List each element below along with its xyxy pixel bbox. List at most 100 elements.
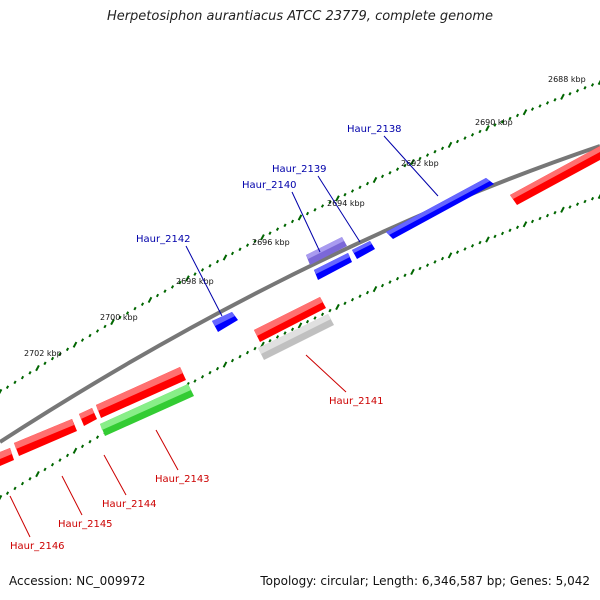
outer-tick-25 [185, 275, 190, 282]
outer-tick-57 [425, 153, 430, 157]
scale-label-2702: 2702 kbp [24, 349, 62, 358]
gene-haur-2136[interactable] [510, 146, 600, 205]
gene-haur-2143[interactable] [100, 384, 194, 436]
inner-tick-41 [305, 319, 310, 324]
label-haur-2144[interactable]: Haur_2144 [102, 499, 157, 510]
leader-haur-2140 [291, 191, 321, 253]
inner-tick-78 [583, 199, 587, 204]
outer-tick-50 [372, 176, 378, 184]
inner-tick-10 [72, 447, 78, 454]
gene-haur-2141-red[interactable] [254, 297, 326, 342]
outer-tick-65 [485, 125, 490, 132]
outer-tick-20 [147, 296, 153, 304]
label-haur-2142[interactable]: Haur_2142 [136, 234, 191, 245]
gene-haur-2144[interactable] [96, 367, 186, 418]
genome-backbone [0, 144, 600, 444]
label-haur-2141[interactable]: Haur_2141 [329, 396, 384, 407]
leader-haur-2142 [185, 245, 223, 317]
outer-tick-16 [118, 315, 122, 320]
outer-tick-78 [583, 86, 587, 90]
outer-tick-80 [597, 78, 600, 86]
outer-tick-29 [215, 259, 220, 264]
outer-tick-21 [155, 293, 160, 298]
outer-tick-70 [522, 109, 528, 116]
gene-haur-2138[interactable] [386, 178, 494, 239]
outer-tick-74 [553, 98, 557, 102]
inner-tick-0 [0, 494, 3, 502]
outer-tick-19 [140, 302, 145, 306]
scale-label-2688: 2688 kbp [548, 75, 586, 84]
outer-tick-54 [403, 163, 407, 168]
gene-haur-2145-small[interactable] [79, 408, 97, 426]
outer-tick-4 [28, 371, 32, 375]
outer-tick-47 [350, 189, 355, 193]
scale-label-2696: 2696 kbp [252, 238, 290, 247]
outer-tick-79 [590, 83, 595, 87]
scale-label-2692: 2692 kbp [401, 159, 439, 168]
outer-tick-41 [305, 211, 310, 216]
outer-tick-45 [335, 195, 340, 202]
inner-tick-28 [208, 370, 212, 375]
outer-tick-35 [260, 234, 265, 241]
inner-tick-1 [5, 491, 10, 495]
inner-tick-72 [538, 216, 542, 221]
inner-tick-50 [372, 285, 378, 293]
outer-tick-10 [72, 341, 78, 348]
outer-tick-69 [515, 113, 520, 118]
inner-tick-80 [597, 192, 600, 200]
outer-tick-6 [43, 361, 47, 366]
gene-haur-2142[interactable] [212, 312, 238, 332]
outer-tick-53 [395, 167, 400, 171]
label-haur-2146[interactable]: Haur_2146 [10, 541, 65, 552]
gene-haur-2145[interactable] [14, 419, 77, 456]
inner-tick-58 [433, 260, 437, 264]
leader-haur-2143 [155, 429, 179, 471]
outer-tick-11 [80, 338, 85, 342]
inner-tick-65 [485, 236, 490, 243]
outer-tick-1 [5, 385, 10, 389]
label-haur-2140[interactable]: Haur_2140 [242, 180, 297, 191]
inner-tick-43 [320, 312, 325, 317]
outer-tick-32 [238, 247, 242, 252]
outer-tick-24 [178, 280, 182, 285]
outer-tick-52 [388, 171, 392, 175]
label-haur-2143[interactable]: Haur_2143 [155, 474, 210, 485]
outer-tick-9 [65, 347, 70, 352]
outer-tick-62 [463, 136, 467, 140]
label-haur-2138[interactable]: Haur_2138 [347, 124, 402, 135]
inner-tick-40 [297, 322, 303, 329]
leader-haur-2138 [383, 135, 439, 197]
outer-tick-72 [538, 104, 542, 108]
outer-tick-8 [58, 352, 62, 356]
outer-tick-31 [230, 251, 235, 256]
inner-tick-27 [200, 375, 205, 379]
outer-tick-42 [313, 208, 317, 212]
outer-tick-63 [470, 133, 475, 137]
outer-tick-51 [380, 174, 385, 179]
outer-tick-46 [343, 192, 347, 197]
inner-tick-68 [508, 228, 512, 233]
inner-tick-52 [388, 280, 392, 284]
inner-tick-75 [560, 206, 565, 213]
inner-tick-34 [253, 346, 257, 351]
inner-tick-70 [522, 221, 528, 228]
label-haur-2139[interactable]: Haur_2139 [272, 164, 327, 175]
inner-tick-55 [410, 268, 415, 276]
inner-tick-69 [515, 225, 520, 230]
outer-tick-33 [245, 243, 250, 247]
gene-haur-2141[interactable] [258, 314, 334, 360]
gene-haur-2139[interactable] [352, 241, 375, 259]
inner-tick-32 [238, 354, 242, 359]
outer-tick-67 [500, 120, 505, 124]
gene-haur-2146[interactable] [0, 448, 14, 466]
gene-haur-2140[interactable] [306, 237, 347, 265]
outer-tick-5 [35, 364, 40, 372]
gene-haur-2139b[interactable] [314, 253, 352, 280]
inner-tick-60 [447, 252, 453, 259]
scale-label-2694: 2694 kbp [327, 199, 365, 208]
label-haur-2145[interactable]: Haur_2145 [58, 519, 113, 530]
outer-tick-56 [418, 156, 422, 161]
inner-tick-63 [470, 244, 475, 248]
leader-haur-2141 [305, 354, 347, 393]
